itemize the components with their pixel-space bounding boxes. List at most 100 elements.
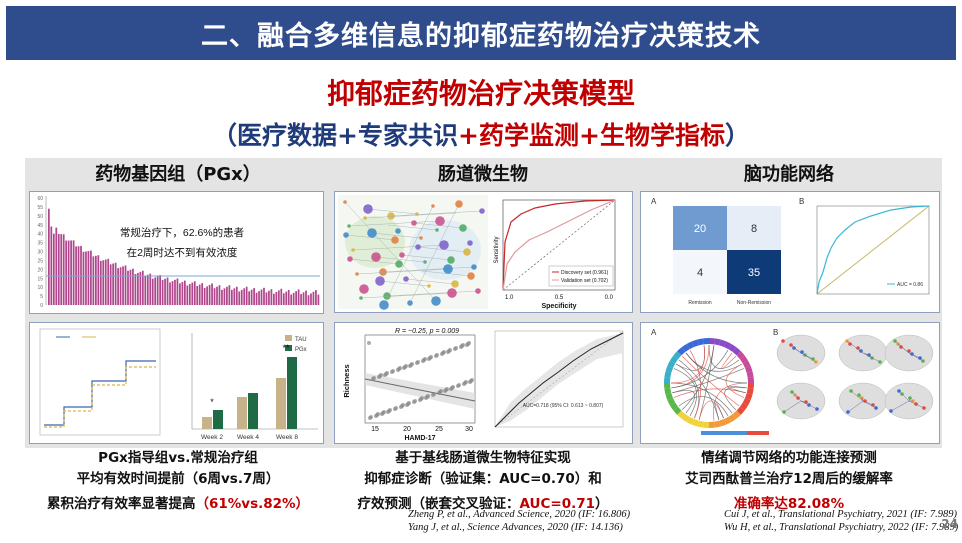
chord-link [725, 363, 745, 398]
scatter-xtick-15: 15 [371, 426, 379, 433]
brain-edge [791, 391, 802, 402]
chord-link [685, 352, 748, 384]
pgx-bar [300, 294, 302, 305]
brain-edge [862, 400, 874, 406]
scatter-point [388, 408, 392, 412]
brain-edge [858, 394, 864, 402]
chord-segment [664, 388, 672, 395]
chord-link [714, 400, 724, 420]
network-node [431, 204, 435, 208]
network-edge [352, 244, 445, 251]
chord-segment [732, 347, 741, 356]
scatter-point [413, 399, 417, 403]
pgx-bar [171, 281, 174, 305]
pgx-bar [265, 292, 268, 305]
pgx-chart-note-1: 常规治疗下，62.6%的患者 [120, 226, 244, 239]
scatter-xtick-20: 20 [403, 426, 411, 433]
network-node [439, 240, 449, 250]
pgx-bar [302, 292, 305, 305]
pgx-ytick-label: 45 [37, 223, 43, 229]
network-node [423, 260, 427, 264]
pgx-bar [92, 256, 95, 305]
chord-link [713, 382, 748, 421]
panel-brain: 脑功能网络 A 20 8 4 35 Remission Non-Remissio… [636, 158, 942, 466]
subtitle-plus-3: + [578, 121, 600, 150]
pgx-bar [97, 255, 100, 305]
pgx-bar [62, 234, 65, 305]
network-edge [371, 232, 422, 239]
scatter-point [432, 392, 436, 396]
pgx-bar [198, 284, 201, 305]
gut-caption-3-red: AUC=0.71 [519, 496, 596, 512]
gut-citation-1: Zheng P, et al., Advanced Science, 2020 … [408, 509, 631, 520]
subtitle-open: （ [212, 121, 238, 150]
network-edge [390, 210, 483, 217]
chord-link [708, 344, 740, 369]
chord-link [678, 396, 729, 417]
pgx-bar [149, 273, 152, 305]
network-node [399, 252, 405, 258]
matrix-xlabel-nonremission: Non-Remission [737, 300, 771, 306]
scatter-xlabel: HAMD-17 [404, 435, 435, 442]
network-node [471, 264, 477, 270]
pgx-bar [60, 234, 63, 305]
chord-segment [677, 410, 686, 419]
chord-segment [736, 351, 745, 360]
network-node [475, 288, 481, 294]
brain-edge [847, 400, 864, 413]
pgx-bar [90, 250, 92, 305]
pgx-bar [258, 291, 260, 305]
network-edge [360, 292, 453, 299]
pgx-ytick-label: 35 [37, 241, 43, 247]
pgx-caption-3-main: 累积治疗有效率显著提高 [46, 496, 196, 512]
pgx-caption-2: 平均有效时间提前（6周vs.7周） [76, 471, 280, 487]
network-node [343, 232, 349, 238]
network-edge [379, 280, 430, 287]
brain-edge [908, 352, 921, 359]
pgx-bar [255, 292, 258, 305]
pgx-ytick-label: 5 [40, 294, 43, 300]
pgx-ytick-label: 10 [37, 285, 43, 291]
chord-segment [742, 360, 751, 369]
chord-segment [670, 402, 679, 411]
brain-edge [846, 340, 864, 354]
scatter-point [457, 383, 461, 387]
network-node [451, 280, 459, 288]
pgx-bar [186, 285, 189, 305]
network-edge [364, 212, 457, 219]
network-node [419, 236, 423, 240]
network-node [435, 216, 445, 226]
chord-segment [745, 393, 753, 401]
chord-segment [697, 338, 704, 346]
network-nodes [343, 200, 485, 310]
pgx-response-svg: TAU PGx * ** Week 2 Week 4 Week 8 [39, 328, 318, 441]
brain-connectivity-figure: A B [640, 322, 940, 444]
scatter-point [426, 394, 430, 398]
network-node [391, 236, 399, 244]
brain-edge [894, 340, 910, 354]
gut-scatter-roc-figure: R = −0.25, p = 0.009 Richness 15 20 25 3… [334, 322, 633, 444]
bar-w4-tau [237, 397, 247, 429]
matrix-cell-tp [673, 206, 727, 250]
pgx-bar [223, 288, 226, 305]
scatter-regression-line [364, 378, 476, 402]
brain-label-b-bottom: B [773, 328, 778, 337]
pgx-bar [102, 260, 105, 305]
brain-node [911, 399, 915, 403]
brain-top-svg: A 20 8 4 35 Remission Non-Remission B AU… [651, 197, 930, 306]
pgx-bar [228, 285, 231, 305]
network-edge [409, 203, 460, 304]
pgx-bar [104, 259, 107, 305]
scatter-points [367, 341, 474, 420]
subtitle: （医疗数据+专家共识+药学监测+生物学指标） [0, 116, 962, 152]
chord-segment [746, 371, 754, 378]
network-edge [345, 234, 396, 241]
network-node [479, 208, 485, 214]
matrix-xlabel-remission: Remission [688, 300, 712, 306]
step-plot-frame [39, 328, 161, 436]
subtitle-expert-consensus: 专家共识 [358, 121, 459, 150]
network-edge [401, 254, 452, 261]
pgx-bar [117, 268, 119, 305]
network-edge [356, 268, 449, 275]
chord-segment [719, 419, 727, 427]
